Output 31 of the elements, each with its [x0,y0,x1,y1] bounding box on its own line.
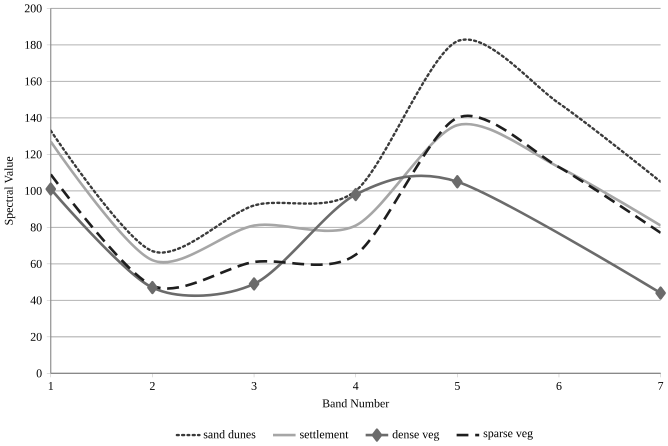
point [655,286,666,300]
x-tick-label: 3 [252,382,257,390]
y-tick-label: 200 [24,4,42,13]
y-tick-label: 60 [30,260,42,268]
point [350,188,361,202]
y-tick-label: 120 [25,150,42,159]
y-axis-title: Spectral Value [4,156,16,225]
point [45,182,56,196]
x-tick-label: 1 [48,382,54,390]
legend-label: dense veg [392,430,440,442]
line-series [50,39,661,254]
x-tick-label: 6 [556,382,562,390]
y-tick-label: 160 [25,78,42,86]
y-tick-label: 0 [36,370,42,378]
y-tick-label: 40 [30,296,42,305]
point [147,281,158,294]
y-tick-label: 140 [25,114,42,122]
y-tick-label: 20 [30,333,42,342]
x-axis-title: Band Number [322,399,390,408]
y-tick-label: 100 [25,187,42,196]
y-tick-label: 80 [30,224,42,232]
legend-label: settlement [300,430,348,439]
y-tick-label: 180 [25,41,42,50]
x-tick-label: 2 [150,382,155,390]
x-tick-label: 7 [658,382,664,390]
point [452,175,463,189]
x-tick-label: 5 [455,382,460,390]
x-tick-label: 4 [352,382,358,390]
legend-label: sparse veg [484,431,533,440]
legend-label: sand dunes [204,430,256,439]
point [248,278,260,291]
